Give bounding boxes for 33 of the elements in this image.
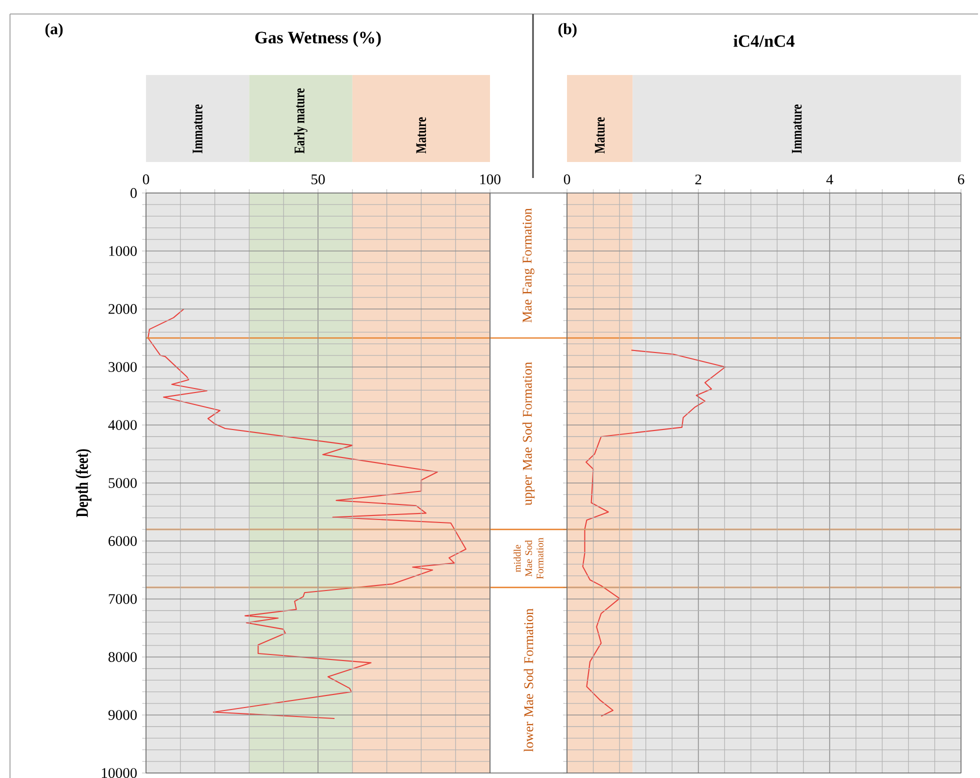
y-tick-label: 1000 [109,246,137,256]
text: lower Mae Sod Formation [524,608,534,752]
y-axis-title: Depth (feet) [76,449,92,518]
y-tick-label: 10000 [102,768,137,778]
y-tick-label: 6000 [108,536,137,546]
line-series [148,308,466,720]
text: (a) [45,23,63,38]
y-tick-label: 5000 [108,478,137,488]
y-tick-label: 8000 [108,652,137,662]
x-tick-label: 0 [142,174,150,184]
chart-title: iC4/nC4 [734,34,795,47]
y-tick-label: 4000 [108,420,137,430]
x-tick-label: 0 [564,174,570,184]
x-tick-label: 6 [958,174,964,184]
y-tick-label: 7000 [108,594,137,604]
text: middle Mae Sod Formation [514,538,544,579]
band-label: Mature [594,117,605,154]
text: Mae Fang Formation [522,208,534,323]
chart-title: Gas Wetness (%) [255,31,381,47]
band-label: Early mature [294,88,308,154]
text: (b) [558,23,577,38]
band-label: Mature [416,117,426,154]
band-label: Immature [192,104,203,154]
x-tick-label: 50 [312,174,325,184]
x-tick-label: 2 [695,174,702,184]
x-tick-label: 100 [480,174,500,184]
y-tick-label: 0 [130,188,137,198]
x-tick-label: 4 [826,174,834,184]
y-tick-label: 2000 [108,304,137,314]
band-label: Immature [792,104,802,154]
y-tick-label: 3000 [108,362,137,372]
text: upper Mae Sod Formation [522,362,535,506]
y-tick-label: 9000 [108,710,137,720]
